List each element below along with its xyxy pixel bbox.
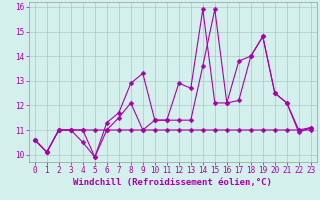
X-axis label: Windchill (Refroidissement éolien,°C): Windchill (Refroidissement éolien,°C) <box>73 178 272 187</box>
